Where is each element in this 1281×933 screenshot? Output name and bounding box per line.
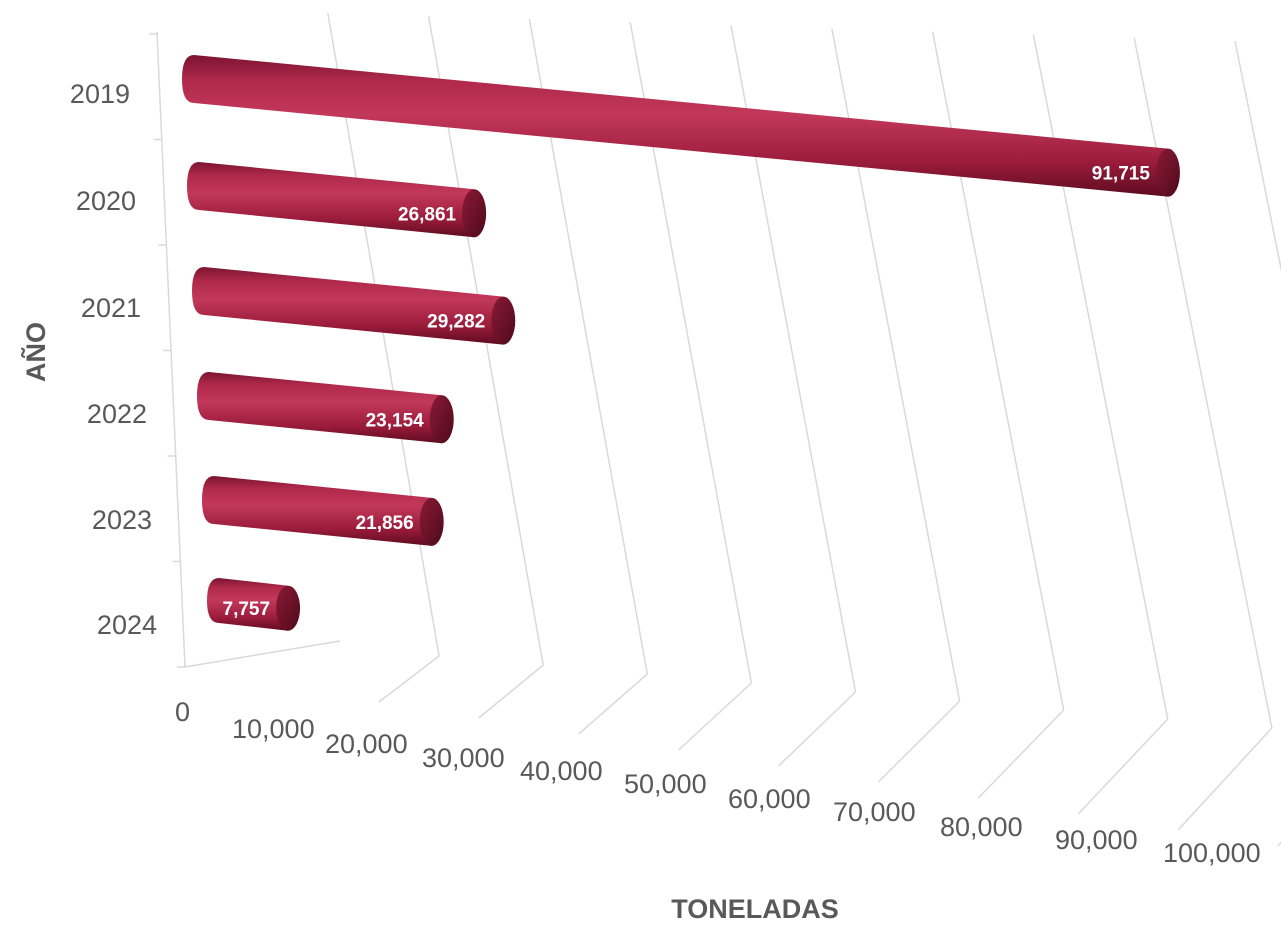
- gridline: [1234, 40, 1281, 272]
- y-axis-line: [156, 31, 186, 668]
- data-label: 29,282: [427, 312, 485, 333]
- x-tick-label: 60,000: [728, 784, 811, 814]
- y-tick-label: 2020: [76, 186, 136, 216]
- y-tick-label: 2019: [70, 79, 130, 109]
- bar-body: [192, 267, 504, 345]
- x-tick-label: 50,000: [624, 769, 707, 799]
- bar-2021: 29,282: [192, 267, 516, 345]
- x-tick-label: 100,000: [1163, 838, 1261, 868]
- y-tick-label: 2023: [92, 505, 152, 535]
- floor-gridline: [977, 709, 1065, 799]
- x-axis-title: TONELADAS: [671, 894, 839, 924]
- y-tick-label: 2021: [81, 293, 141, 323]
- bar-cap: [429, 395, 454, 444]
- tick-labels: 2019 2020 2021 2022 2023 2024 0 10,000 20,000 30,…: [70, 79, 1261, 868]
- bar-body: [187, 162, 475, 238]
- bar-body: [202, 476, 432, 546]
- data-label: 7,757: [223, 599, 271, 620]
- bars: 91,715 26,861 29,282 23,154 21,856 7,757: [182, 55, 1180, 631]
- x-tick-label: 70,000: [833, 797, 916, 827]
- bar-2020: 26,861: [187, 162, 487, 238]
- x-tick-label: 30,000: [422, 743, 505, 773]
- data-label: 91,715: [1092, 164, 1151, 185]
- gridline: [1032, 34, 1169, 720]
- bar-2023: 21,856: [202, 476, 444, 546]
- floor-gridline: [877, 700, 961, 783]
- y-axis-title: AÑO: [20, 322, 51, 382]
- x-tick-label: 80,000: [940, 812, 1023, 842]
- bar-2019: 91,715: [182, 55, 1180, 197]
- floor-gridline: [1177, 727, 1273, 831]
- bar-cap: [462, 189, 487, 238]
- data-label: 21,856: [356, 513, 414, 534]
- floor-gridline: [1077, 718, 1169, 815]
- x-tick-label: 10,000: [232, 714, 315, 744]
- bar-body: [197, 372, 442, 444]
- gridline: [327, 12, 440, 657]
- bar-2022: 23,154: [197, 372, 454, 444]
- gridline: [1133, 37, 1273, 729]
- y-tick-label: 2024: [97, 610, 157, 640]
- floor-edge: [184, 640, 341, 668]
- bar-body: [207, 578, 289, 631]
- bar-cap: [1155, 148, 1180, 197]
- y-tick-label: 2022: [87, 399, 147, 429]
- bar-2024: 7,757: [207, 578, 301, 631]
- floor-gridline: [378, 655, 440, 703]
- floor-gridline: [777, 691, 857, 767]
- bar-cap: [491, 296, 516, 345]
- floor-gridline: [678, 682, 752, 751]
- x-tick-label: 40,000: [520, 756, 603, 786]
- bar-body: [182, 55, 1168, 197]
- x-tick-label: 90,000: [1055, 825, 1138, 855]
- floor-gridline: [578, 673, 648, 735]
- data-label: 23,154: [366, 410, 425, 431]
- bar-cap: [276, 585, 301, 631]
- bar-cap: [419, 497, 444, 546]
- x-tick-label: 20,000: [325, 729, 408, 759]
- floor-gridline: [478, 664, 544, 719]
- x-tick-label: 0: [175, 697, 190, 727]
- data-label: 26,861: [398, 204, 457, 225]
